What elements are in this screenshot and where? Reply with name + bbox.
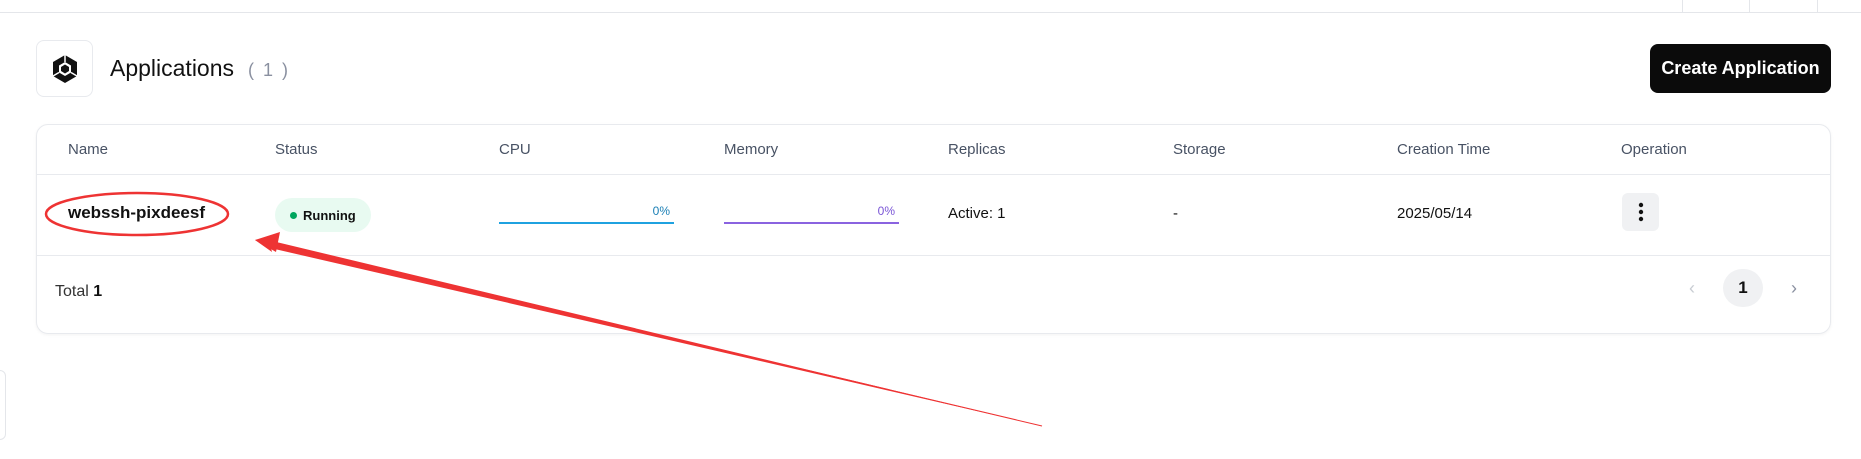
- column-header-memory: Memory: [724, 141, 779, 158]
- applications-count: ( 1 ): [248, 60, 291, 80]
- page-title: Applications: [110, 55, 235, 81]
- cpu-usage-value: 0%: [652, 204, 670, 218]
- side-drawer-handle[interactable]: [0, 370, 6, 440]
- memory-usage-value: 0%: [877, 204, 895, 218]
- operation-menu-button[interactable]: [1622, 193, 1659, 231]
- hexagon-gem-icon: [52, 54, 77, 83]
- more-vertical-icon: [1638, 202, 1643, 222]
- memory-usage-bar: 0%: [724, 200, 899, 224]
- total-count: Total 1: [55, 283, 102, 301]
- applications-table: Name Status CPU Memory Replicas Storage …: [36, 124, 1831, 334]
- memory-bar-line: [724, 222, 899, 224]
- column-header-status: Status: [275, 141, 318, 158]
- column-header-name: Name: [68, 141, 109, 158]
- table-row[interactable]: webssh-pixdeesf Running 0% 0% Active: 1 …: [37, 175, 1830, 256]
- cpu-usage-bar: 0%: [499, 200, 674, 224]
- storage-value: -: [1173, 205, 1178, 222]
- next-page-button[interactable]: ›: [1791, 277, 1797, 298]
- table-header: Name Status CPU Memory Replicas Storage …: [37, 125, 1830, 175]
- topbar-divider: [1817, 0, 1818, 13]
- applications-logo: [36, 40, 93, 97]
- column-header-replicas: Replicas: [948, 141, 1006, 158]
- app-name-link[interactable]: webssh-pixdeesf: [68, 203, 205, 222]
- topbar-divider: [1682, 0, 1683, 13]
- total-value: 1: [93, 283, 103, 300]
- create-application-button[interactable]: Create Application: [1650, 44, 1831, 93]
- status-label: Running: [303, 207, 356, 223]
- column-header-operation: Operation: [1621, 141, 1687, 158]
- creation-time-value: 2025/05/14: [1397, 205, 1473, 222]
- column-header-cpu: CPU: [499, 141, 531, 158]
- page-1-button[interactable]: 1: [1723, 269, 1763, 307]
- column-header-creation-time: Creation Time: [1397, 141, 1491, 158]
- topbar-divider: [1749, 0, 1750, 13]
- column-header-storage: Storage: [1173, 141, 1226, 158]
- replicas-value: Active: 1: [948, 205, 1006, 222]
- prev-page-button[interactable]: ‹: [1689, 277, 1695, 298]
- total-label: Total: [55, 283, 89, 300]
- status-badge: Running: [275, 198, 371, 232]
- top-bar: [0, 0, 1861, 13]
- status-dot-icon: [290, 211, 297, 219]
- cpu-bar-line: [499, 222, 674, 224]
